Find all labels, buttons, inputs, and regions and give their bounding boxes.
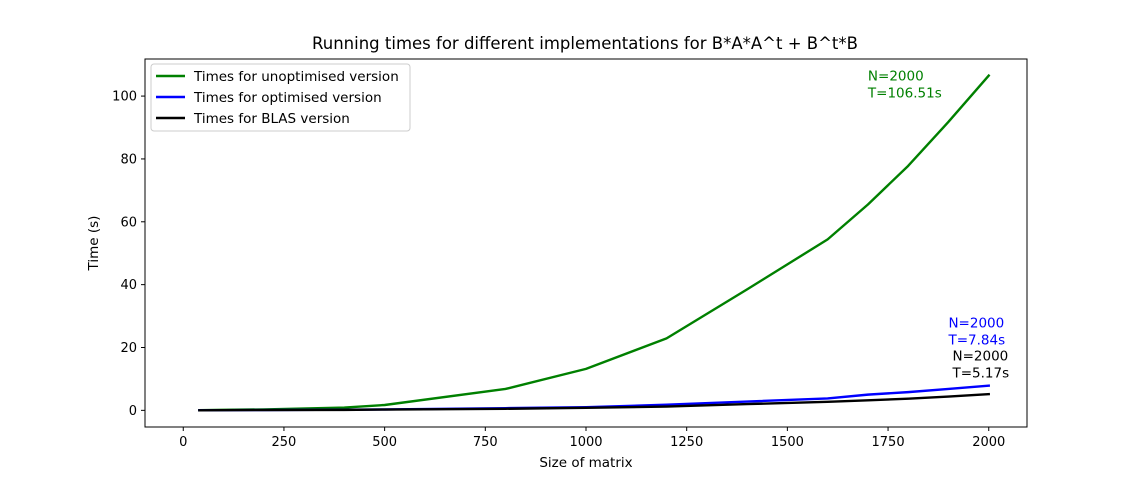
x-tick-label: 250 <box>272 435 297 450</box>
y-tick-label: 20 <box>120 341 137 356</box>
x-tick-label: 1750 <box>872 435 905 450</box>
series-lines <box>198 73 991 412</box>
annotation-text: T=106.51s <box>867 86 942 102</box>
y-tick-label: 80 <box>120 152 137 167</box>
annotation-text: N=2000 <box>868 69 924 85</box>
annotation-text: T=5.17s <box>951 365 1009 381</box>
y-axis-label: Time (s) <box>86 216 102 272</box>
x-tick-label: 0 <box>179 435 187 450</box>
x-tick-label: 1500 <box>771 435 804 450</box>
annotation-text: N=2000 <box>952 348 1008 364</box>
annotations: N=2000T=106.51sN=2000T=7.84sN=2000T=5.17… <box>867 69 1009 382</box>
legend-label: Times for unoptimised version <box>193 69 399 85</box>
y-tick-label: 60 <box>120 215 137 230</box>
y-axis: 0 20 40 60 80 100 <box>112 90 145 419</box>
x-tick-label: 1000 <box>569 435 602 450</box>
series-line-times-for-blas-version <box>198 392 991 412</box>
legend: Times for unoptimised version Times for o… <box>150 63 411 132</box>
y-tick-label: 40 <box>120 278 137 293</box>
x-axis-label: Size of matrix <box>539 455 632 471</box>
legend-label: Times for BLAS version <box>193 111 350 127</box>
y-tick-label: 0 <box>129 404 137 419</box>
x-tick-label: 500 <box>372 435 397 450</box>
x-tick-label: 2000 <box>972 435 1005 450</box>
x-axis: 0 250 500 750 1000 1250 1500 1750 2000 <box>179 427 1005 450</box>
x-tick-label: 1250 <box>670 435 703 450</box>
legend-box <box>150 63 411 132</box>
x-tick-label: 750 <box>473 435 498 450</box>
annotation-text: T=7.84s <box>947 332 1005 348</box>
annotation-text: N=2000 <box>948 315 1004 331</box>
chart-title: Running times for different implementati… <box>312 34 858 53</box>
legend-label: Times for optimised version <box>193 90 382 106</box>
y-tick-label: 100 <box>112 90 137 105</box>
